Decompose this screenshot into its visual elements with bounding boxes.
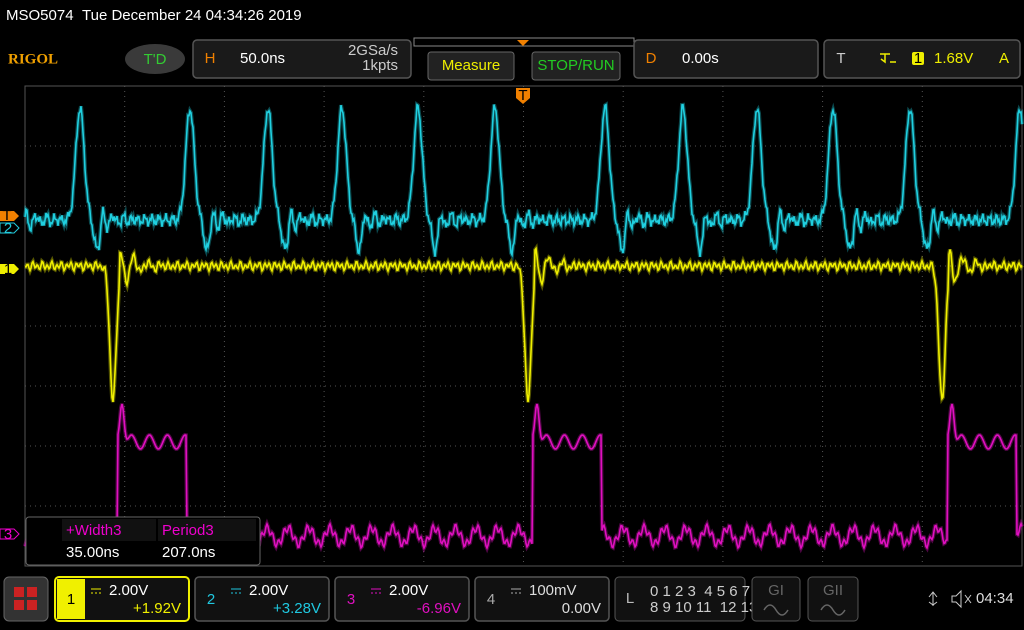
channel-panels: 12.00V+1.92V22.00V+3.28V32.00V-6.96V4100… xyxy=(54,576,610,622)
channel-scale: 2.00V xyxy=(249,582,288,599)
graticule xyxy=(24,85,1023,567)
channel-offset: 0.00V xyxy=(562,600,601,617)
menu-icon xyxy=(14,587,37,610)
delay-label: D xyxy=(646,50,657,67)
coupling-icon xyxy=(511,588,521,594)
logic-panel[interactable] xyxy=(614,576,746,622)
coupling-icon xyxy=(91,588,101,594)
channel-offset: +3.28V xyxy=(273,600,321,617)
coupling-icon xyxy=(371,588,381,594)
mode-badge xyxy=(125,44,185,74)
channel-panel[interactable] xyxy=(334,576,470,622)
channel-number: 1 xyxy=(67,591,75,608)
trigger-source: 1 xyxy=(914,50,922,67)
measurement-value: 207.0ns xyxy=(162,544,215,561)
mode: T'D xyxy=(144,51,167,68)
ch1-marker xyxy=(0,264,19,274)
stop-run-button[interactable] xyxy=(531,51,621,81)
ch3-marker xyxy=(0,528,20,540)
edge-icon xyxy=(880,53,896,64)
channel-panel[interactable] xyxy=(474,576,610,622)
trigger-label: T xyxy=(836,50,845,67)
trigger-position-label: T xyxy=(518,87,527,104)
menu-button[interactable] xyxy=(3,576,49,622)
waveform xyxy=(24,246,1023,403)
sound-icon xyxy=(951,589,972,609)
measure-button[interactable] xyxy=(427,51,515,81)
coupling-icon xyxy=(231,588,241,594)
stop-run-button-label[interactable]: STOP/RUN xyxy=(537,57,614,74)
horizontal-scale: 50.0ns xyxy=(240,50,285,67)
decoder-label: GI xyxy=(768,582,784,599)
logo: RIGOL xyxy=(8,51,58,67)
decoder-panel[interactable] xyxy=(807,576,859,622)
measurement-name: Period3 xyxy=(162,522,214,539)
trigger-level: 1.68V xyxy=(934,50,973,67)
trigger-level-marker xyxy=(0,211,19,221)
trigger-level-label: T xyxy=(2,207,11,224)
logic-row: 0 1 2 3 4 5 6 7 xyxy=(650,583,750,600)
channel-offset: +1.92V xyxy=(133,600,181,617)
channel-offset: -6.96V xyxy=(417,600,461,617)
trigger-position-marker xyxy=(516,88,530,104)
channel-panel[interactable] xyxy=(54,576,190,622)
clock: 04:34 xyxy=(976,590,1014,607)
channel-number: 3 xyxy=(347,591,355,608)
decoder-icon xyxy=(763,604,789,616)
measure-button-label[interactable]: Measure xyxy=(442,57,500,74)
measurement-value: 35.00ns xyxy=(66,544,119,561)
channel-scale: 2.00V xyxy=(109,582,148,599)
horizontal-label: H xyxy=(205,50,216,67)
channel-panel[interactable] xyxy=(194,576,330,622)
delay-panel[interactable] xyxy=(633,39,819,79)
horizontal-panel[interactable] xyxy=(192,39,412,79)
trigger-source-badge xyxy=(912,52,924,65)
measurement-name: +Width3 xyxy=(66,522,121,539)
ch2-marker-label: 2 xyxy=(4,220,12,237)
channel-number: 2 xyxy=(207,591,215,608)
ch2-marker xyxy=(0,222,20,234)
measurement-header-bg xyxy=(158,519,256,541)
datetime: Tue December 24 04:34:26 2019 xyxy=(82,7,302,24)
measurement-header-bg xyxy=(62,519,156,541)
decoder-label: GII xyxy=(823,582,843,599)
channel-number: 4 xyxy=(487,591,495,608)
memory-pointer xyxy=(517,40,529,46)
usb-icon xyxy=(928,591,938,606)
sample-rate: 2GSa/s xyxy=(348,42,398,59)
channel-scale: 2.00V xyxy=(389,582,428,599)
model: MSO5074 xyxy=(6,7,74,24)
waveform xyxy=(24,103,1023,258)
decoder-icon xyxy=(820,604,846,616)
ch3-marker-label: 3 xyxy=(4,526,12,543)
channel-scale: 100mV xyxy=(529,582,577,599)
channel-number-bg xyxy=(57,579,85,619)
trigger-mode: A xyxy=(999,50,1009,67)
delay-value: 0.00s xyxy=(682,50,719,67)
logic-label: L xyxy=(626,590,634,607)
memory-depth: 1kpts xyxy=(362,57,398,74)
ch1-marker-label: 1 xyxy=(4,261,12,278)
